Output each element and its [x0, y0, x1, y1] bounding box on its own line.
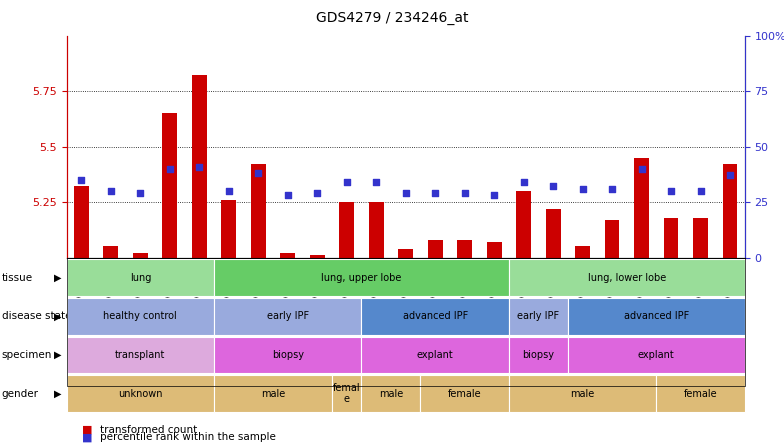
Text: gender: gender	[2, 388, 38, 399]
Text: ■: ■	[82, 432, 93, 442]
Bar	[517, 191, 531, 258]
Bar	[634, 158, 649, 258]
Point	[134, 190, 147, 197]
Text: biopsy: biopsy	[272, 350, 303, 360]
Bar	[103, 246, 118, 258]
Point	[547, 183, 560, 190]
Bar	[281, 253, 295, 258]
Bar	[339, 202, 354, 258]
Text: tissue: tissue	[2, 273, 33, 283]
Bar	[575, 246, 590, 258]
Point	[517, 178, 530, 186]
Point	[459, 190, 471, 197]
Bar	[251, 164, 266, 258]
Point	[606, 185, 619, 192]
Text: specimen: specimen	[2, 350, 52, 360]
Text: advanced IPF: advanced IPF	[624, 311, 689, 321]
Point	[164, 165, 176, 172]
Text: healthy control: healthy control	[103, 311, 177, 321]
Text: percentile rank within the sample: percentile rank within the sample	[100, 432, 275, 442]
Point	[429, 190, 441, 197]
Point	[75, 176, 88, 183]
Point	[576, 185, 589, 192]
Text: biopsy: biopsy	[522, 350, 554, 360]
Text: early IPF: early IPF	[267, 311, 309, 321]
Text: early IPF: early IPF	[517, 311, 560, 321]
Point	[223, 187, 235, 194]
Bar	[398, 249, 413, 258]
Text: male: male	[571, 388, 595, 399]
Point	[104, 187, 117, 194]
Text: explant: explant	[638, 350, 675, 360]
Point	[665, 187, 677, 194]
Bar	[221, 200, 236, 258]
Point	[724, 172, 736, 179]
Text: femal
e: femal e	[333, 383, 361, 404]
Point	[311, 190, 324, 197]
Point	[635, 165, 648, 172]
Point	[252, 170, 264, 177]
Text: lung, lower lobe: lung, lower lobe	[588, 273, 666, 283]
Text: unknown: unknown	[118, 388, 162, 399]
Bar	[546, 209, 561, 258]
Point	[399, 190, 412, 197]
Bar	[693, 218, 708, 258]
Text: male: male	[379, 388, 403, 399]
Bar	[133, 253, 147, 258]
Point	[340, 178, 353, 186]
Text: ▶: ▶	[53, 388, 61, 399]
Bar	[162, 113, 177, 258]
Point	[193, 163, 205, 170]
Text: ■: ■	[82, 425, 93, 435]
Bar	[604, 220, 619, 258]
Text: ▶: ▶	[53, 350, 61, 360]
Text: lung, upper lobe: lung, upper lobe	[321, 273, 401, 283]
Text: advanced IPF: advanced IPF	[402, 311, 468, 321]
Bar	[368, 202, 383, 258]
Bar	[74, 186, 89, 258]
Point	[370, 178, 383, 186]
Text: lung: lung	[129, 273, 151, 283]
Bar	[428, 240, 443, 258]
Point	[488, 192, 500, 199]
Text: explant: explant	[417, 350, 454, 360]
Text: ▶: ▶	[53, 311, 61, 321]
Bar	[723, 164, 738, 258]
Text: transplant: transplant	[115, 350, 165, 360]
Text: female: female	[684, 388, 717, 399]
Bar	[664, 218, 678, 258]
Text: ▶: ▶	[53, 273, 61, 283]
Bar	[457, 240, 472, 258]
Point	[695, 187, 707, 194]
Text: female: female	[448, 388, 481, 399]
Text: disease state: disease state	[2, 311, 71, 321]
Point	[281, 192, 294, 199]
Text: male: male	[261, 388, 285, 399]
Bar	[310, 255, 325, 258]
Bar	[487, 242, 502, 258]
Text: transformed count: transformed count	[100, 425, 197, 435]
Bar	[192, 75, 207, 258]
Text: GDS4279 / 234246_at: GDS4279 / 234246_at	[316, 11, 468, 25]
